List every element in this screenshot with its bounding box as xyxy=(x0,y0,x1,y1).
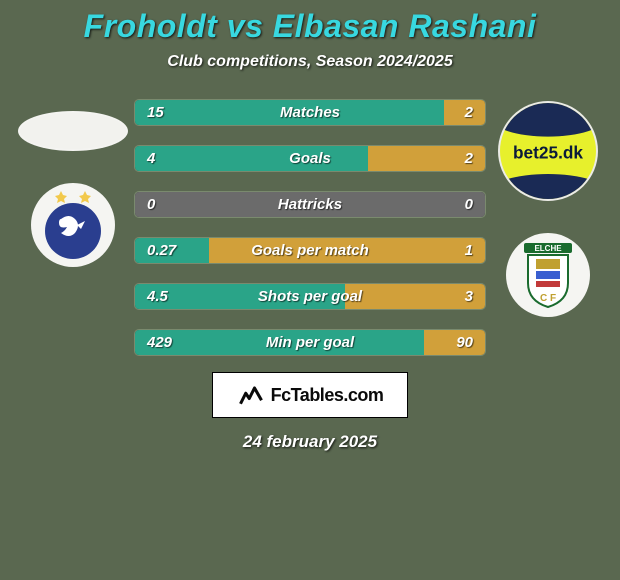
stat-row-goals-per-match: 0.27Goals per match1 xyxy=(134,237,486,264)
stat-value-right: 1 xyxy=(425,242,485,259)
stat-row-hattricks: 0Hattricks0 xyxy=(134,191,486,218)
stat-value-left: 4 xyxy=(135,150,195,167)
left-club-badge xyxy=(31,183,115,267)
stats-bars: 15Matches24Goals20Hattricks00.27Goals pe… xyxy=(134,99,486,356)
stat-value-right: 0 xyxy=(425,196,485,213)
date: 24 february 2025 xyxy=(243,432,377,452)
stat-row-goals: 4Goals2 xyxy=(134,145,486,172)
svg-text:C F: C F xyxy=(539,293,555,304)
left-player-column xyxy=(19,99,134,267)
stat-row-matches: 15Matches2 xyxy=(134,99,486,126)
stat-value-left: 0.27 xyxy=(135,242,195,259)
stat-value-left: 15 xyxy=(135,104,195,121)
stats-area: 15Matches24Goals20Hattricks00.27Goals pe… xyxy=(0,99,620,356)
stat-value-right: 3 xyxy=(425,288,485,305)
stat-value-right: 90 xyxy=(425,334,485,351)
watermark-text: FcTables.com xyxy=(271,385,384,406)
stat-value-left: 4.5 xyxy=(135,288,195,305)
stat-row-min-per-goal: 429Min per goal90 xyxy=(134,329,486,356)
stat-value-left: 429 xyxy=(135,334,195,351)
right-player-photo: bet25.dk xyxy=(498,101,598,201)
elche-badge-icon: ELCHE C F xyxy=(506,233,590,317)
fctables-logo-icon xyxy=(237,381,265,409)
stat-value-left: 0 xyxy=(135,196,195,213)
stat-label: Min per goal xyxy=(195,334,425,351)
subtitle: Club competitions, Season 2024/2025 xyxy=(167,53,452,71)
svg-text:bet25.dk: bet25.dk xyxy=(512,143,582,163)
stat-label: Goals xyxy=(195,150,425,167)
right-club-badge: ELCHE C F xyxy=(506,233,590,317)
stat-value-right: 2 xyxy=(425,150,485,167)
stat-row-shots-per-goal: 4.5Shots per goal3 xyxy=(134,283,486,310)
comparison-card: Froholdt vs Elbasan Rashani Club competi… xyxy=(0,0,620,580)
fck-badge-icon xyxy=(31,183,115,267)
watermark: FcTables.com xyxy=(212,372,408,418)
svg-text:ELCHE: ELCHE xyxy=(534,244,562,253)
stat-label: Goals per match xyxy=(195,242,425,259)
stat-label: Matches xyxy=(195,104,425,121)
right-player-column: bet25.dk ELCHE C F xyxy=(486,99,601,317)
stat-label: Shots per goal xyxy=(195,288,425,305)
stat-label: Hattricks xyxy=(195,196,425,213)
page-title: Froholdt vs Elbasan Rashani xyxy=(84,8,537,45)
left-player-photo xyxy=(18,111,128,151)
stat-value-right: 2 xyxy=(425,104,485,121)
